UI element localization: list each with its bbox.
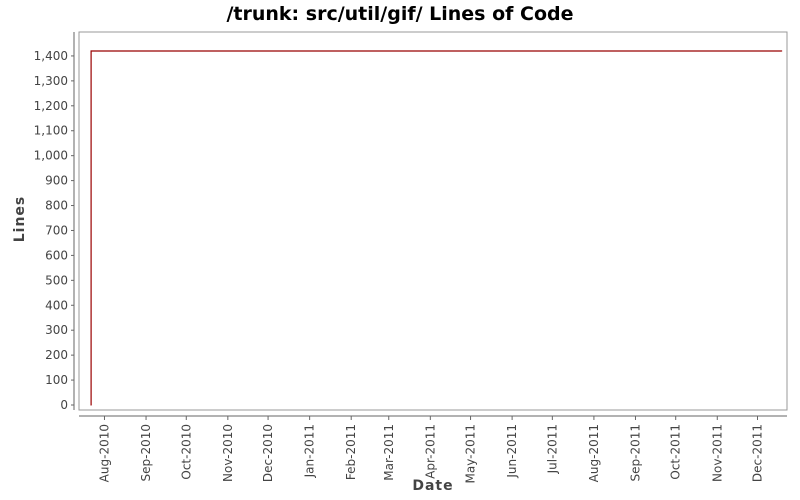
y-tick-label: 1,400 [34, 49, 68, 63]
x-tick-label: Apr-2011 [423, 424, 437, 479]
y-tick-label: 100 [45, 373, 68, 387]
x-tick-label: May-2011 [464, 424, 478, 483]
x-tick-label: Dec-2010 [261, 424, 275, 482]
y-axis-title: Lines [12, 196, 28, 243]
x-tick-label: Dec-2011 [751, 424, 765, 482]
y-tick-label: 1,000 [34, 149, 68, 163]
data-point [90, 50, 92, 52]
y-tick-label: 900 [45, 174, 68, 188]
y-tick-label: 300 [45, 323, 68, 337]
series-layer [90, 50, 783, 406]
y-tick-label: 500 [45, 273, 68, 287]
x-tick-label: Oct-2011 [669, 424, 683, 480]
axes: 0 100 200 300 400 500 600 700 800 900 1,000 1,100 1,… [34, 32, 787, 483]
y-tick-label: 1,200 [34, 99, 68, 113]
y-tick-label: 700 [45, 223, 68, 237]
y-tick-label: 800 [45, 199, 68, 213]
x-tick-label: Feb-2011 [344, 424, 358, 480]
y-tick-label: 0 [60, 398, 68, 412]
y-tick-label: 200 [45, 348, 68, 362]
y-tick-label: 1,100 [34, 124, 68, 138]
x-tick-label: Aug-2010 [97, 424, 111, 482]
x-tick-label: Jul-2011 [545, 424, 559, 474]
x-tick-label: Sep-2010 [139, 424, 153, 482]
data-point [781, 50, 783, 52]
x-axis-title: Date [412, 478, 453, 494]
x-tick-label: Sep-2011 [628, 424, 642, 482]
x-tick-label: Jun-2011 [505, 424, 519, 479]
x-tick-label: Nov-2010 [221, 424, 235, 482]
x-tick-label: Oct-2010 [179, 424, 193, 480]
x-tick-label: Nov-2011 [710, 424, 724, 482]
x-tick-label: Jan-2011 [303, 424, 317, 478]
y-tick-label: 1,300 [34, 74, 68, 88]
data-point [90, 404, 92, 406]
y-tick-label: 400 [45, 298, 68, 312]
y-tick-label: 600 [45, 248, 68, 262]
x-tick-label: Mar-2011 [382, 424, 396, 481]
x-tick-label: Aug-2011 [587, 424, 601, 482]
chart-title: /trunk: src/util/gif/ Lines of Code [226, 3, 574, 25]
plot-area [78, 31, 788, 411]
